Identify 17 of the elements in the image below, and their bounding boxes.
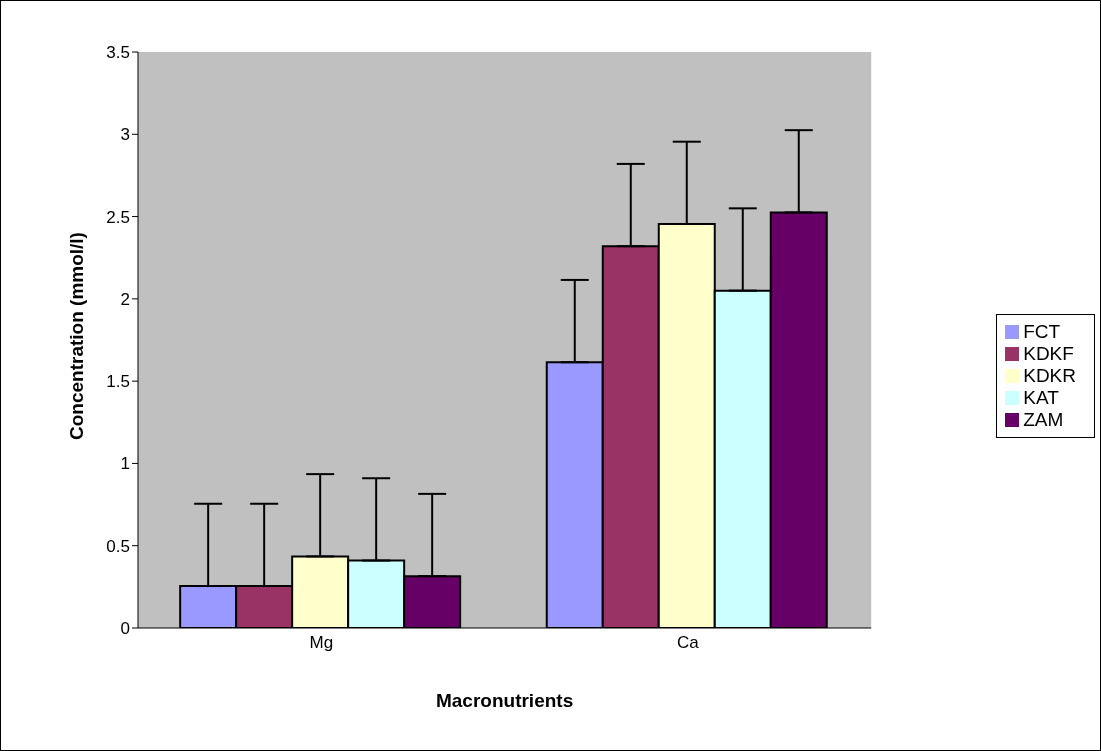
x-tick-label: Ca — [677, 633, 700, 653]
y-tick-label: 3.5 — [106, 43, 130, 63]
x-axis-title: Macronutrients — [435, 690, 574, 711]
legend-label: KAT — [1023, 386, 1059, 408]
legend-label: FCT — [1023, 320, 1061, 342]
y-tick-label: 0.5 — [106, 536, 130, 556]
x-tick-label: Mg — [309, 633, 334, 653]
legend-label: KDKF — [1023, 342, 1074, 364]
y-tick-label: 1.5 — [106, 372, 130, 392]
y-tick-label: 1 — [120, 454, 130, 474]
y-tick-label: 0 — [120, 619, 130, 639]
y-tick-label: 3 — [120, 125, 130, 145]
legend-label: KDKR — [1023, 364, 1076, 386]
y-axis-title: Concentration (mmol/l) — [65, 232, 87, 440]
legend-label: ZAM — [1023, 408, 1064, 430]
y-tick-label: 2 — [120, 289, 130, 309]
y-tick-label: 2.5 — [106, 207, 130, 227]
